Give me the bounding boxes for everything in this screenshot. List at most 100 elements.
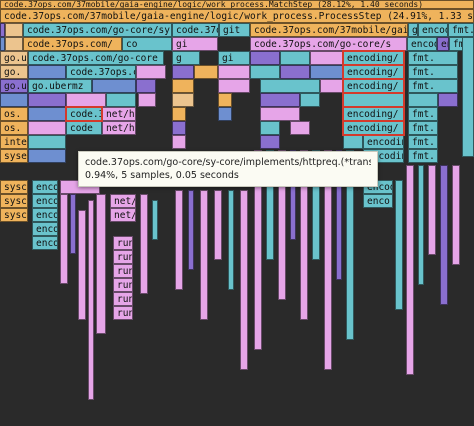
flame-frame[interactable]: gi — [218, 51, 250, 65]
flame-frame[interactable] — [218, 65, 250, 79]
flame-frame[interactable]: go.ub — [0, 51, 28, 65]
flame-frame[interactable] — [140, 194, 148, 294]
flame-frame[interactable] — [88, 200, 94, 400]
flame-frame[interactable]: run — [113, 236, 133, 250]
flame-frame[interactable]: os. — [0, 121, 28, 135]
flame-frame[interactable] — [320, 79, 343, 93]
flame-frame[interactable]: sysc — [0, 194, 28, 208]
flame-frame[interactable] — [172, 107, 186, 121]
flame-frame[interactable] — [280, 65, 310, 79]
flame-frame[interactable] — [138, 93, 156, 107]
flame-frame[interactable]: encoding/ — [407, 37, 437, 51]
flame-frame[interactable]: co — [122, 37, 172, 51]
flame-frame[interactable] — [343, 135, 363, 149]
flame-frame[interactable]: encoding/ — [342, 50, 405, 66]
flame-frame[interactable]: syse — [0, 149, 28, 163]
flame-frame[interactable] — [228, 190, 234, 290]
flame-frame[interactable] — [406, 165, 414, 375]
flame-frame[interactable]: enco — [363, 194, 393, 208]
flame-frame[interactable] — [28, 135, 66, 149]
flame-frame[interactable]: enco — [32, 236, 58, 250]
flame-frame[interactable]: gi — [408, 23, 418, 37]
flame-frame[interactable] — [260, 79, 320, 93]
flame-frame[interactable] — [218, 107, 232, 121]
flame-frame[interactable] — [194, 65, 218, 79]
flame-frame[interactable]: code.3 — [65, 106, 103, 122]
flame-frame[interactable] — [70, 194, 76, 254]
flame-frame[interactable] — [106, 93, 136, 107]
flame-frame[interactable]: fmt. — [408, 51, 458, 65]
flame-frame[interactable] — [300, 150, 308, 320]
flame-frame[interactable]: code.37ops.com/37mobile/gaia-engine/logi… — [0, 9, 474, 23]
flame-frame[interactable] — [278, 150, 286, 300]
flame-frame[interactable] — [260, 93, 300, 107]
flame-frame[interactable] — [260, 135, 280, 149]
flame-frame[interactable] — [78, 210, 86, 320]
flame-frame[interactable]: code.37ops.com/go-core/sy-core/implement… — [23, 23, 172, 37]
flame-frame[interactable]: fmt. — [448, 23, 474, 37]
flame-frame[interactable] — [260, 121, 280, 135]
flame-frame[interactable] — [440, 165, 448, 305]
flame-frame[interactable]: fmt. — [408, 135, 438, 149]
flame-frame[interactable] — [152, 200, 158, 240]
flame-frame[interactable] — [96, 194, 106, 334]
flame-frame[interactable] — [28, 121, 66, 135]
flame-frame[interactable]: fmt. — [408, 121, 438, 135]
flame-frame[interactable] — [0, 93, 28, 107]
flame-frame[interactable]: net/ — [110, 194, 136, 208]
flame-frame[interactable] — [172, 121, 186, 135]
flame-frame[interactable] — [342, 92, 405, 108]
flame-frame[interactable]: encoding — [363, 135, 404, 149]
flame-frame[interactable]: enco — [32, 208, 58, 222]
flame-frame[interactable]: enco — [32, 222, 58, 236]
flame-frame[interactable]: encoding/ — [342, 78, 405, 94]
flame-frame[interactable] — [60, 194, 68, 284]
flame-frame[interactable]: go. — [0, 65, 28, 79]
flame-frame[interactable]: fmt. — [408, 149, 438, 163]
flame-frame[interactable] — [218, 79, 250, 93]
flame-frame[interactable] — [66, 93, 106, 107]
flame-frame[interactable]: fmt. — [408, 65, 458, 79]
flame-frame[interactable] — [136, 65, 166, 79]
flame-frame[interactable]: code.37ops.com/go-core — [28, 51, 164, 65]
flame-frame[interactable] — [28, 65, 66, 79]
flame-frame[interactable] — [428, 165, 436, 255]
flame-frame[interactable] — [418, 165, 424, 285]
flame-frame[interactable]: code.37ops.com/go-core/s — [250, 37, 407, 51]
flame-frame[interactable]: code.37ops.com/g — [66, 65, 136, 79]
flame-frame[interactable]: code.37ops.com/37mobile/gaia-engine — [172, 23, 219, 37]
flame-frame[interactable] — [310, 65, 343, 79]
flame-frame[interactable]: inte — [0, 135, 28, 149]
flame-frame[interactable]: g — [172, 51, 200, 65]
flame-frame[interactable] — [200, 190, 208, 320]
flame-frame[interactable]: net/ht — [102, 107, 136, 121]
flame-frame[interactable]: os. — [0, 107, 28, 121]
flame-frame[interactable]: sysc — [0, 180, 28, 194]
flame-frame[interactable] — [336, 150, 342, 280]
flame-frame[interactable]: run — [113, 278, 133, 292]
flame-frame[interactable] — [240, 190, 248, 370]
flame-frame[interactable] — [214, 190, 222, 260]
flame-frame[interactable] — [290, 150, 296, 240]
flame-frame[interactable] — [5, 37, 23, 51]
flame-frame[interactable] — [172, 65, 194, 79]
flame-frame[interactable]: code.37ops.com/37mobile/gaia-engine/comm… — [250, 23, 408, 37]
flame-frame[interactable] — [172, 135, 186, 149]
flame-frame[interactable]: sysc — [0, 208, 28, 222]
flame-frame[interactable] — [310, 51, 343, 65]
flame-frame[interactable] — [0, 23, 5, 37]
flame-frame[interactable]: code.37ops.com/37mobile/gaia-engine/logi… — [0, 0, 474, 9]
flame-frame[interactable]: run — [113, 292, 133, 306]
flame-frame[interactable]: encoding/ — [342, 64, 405, 80]
flame-frame[interactable] — [172, 79, 194, 93]
flame-frame[interactable]: fmt. — [408, 79, 458, 93]
flame-frame[interactable] — [395, 180, 403, 310]
flame-frame[interactable] — [324, 150, 332, 370]
flame-frame[interactable]: run — [113, 306, 133, 320]
flame-frame[interactable] — [136, 79, 156, 93]
flame-frame[interactable] — [250, 51, 280, 65]
flame-frame[interactable] — [28, 107, 66, 121]
flame-frame[interactable]: encoding/ — [342, 120, 405, 136]
flame-frame[interactable]: go.ubermz — [28, 79, 92, 93]
flame-frame[interactable]: gi — [172, 37, 218, 51]
